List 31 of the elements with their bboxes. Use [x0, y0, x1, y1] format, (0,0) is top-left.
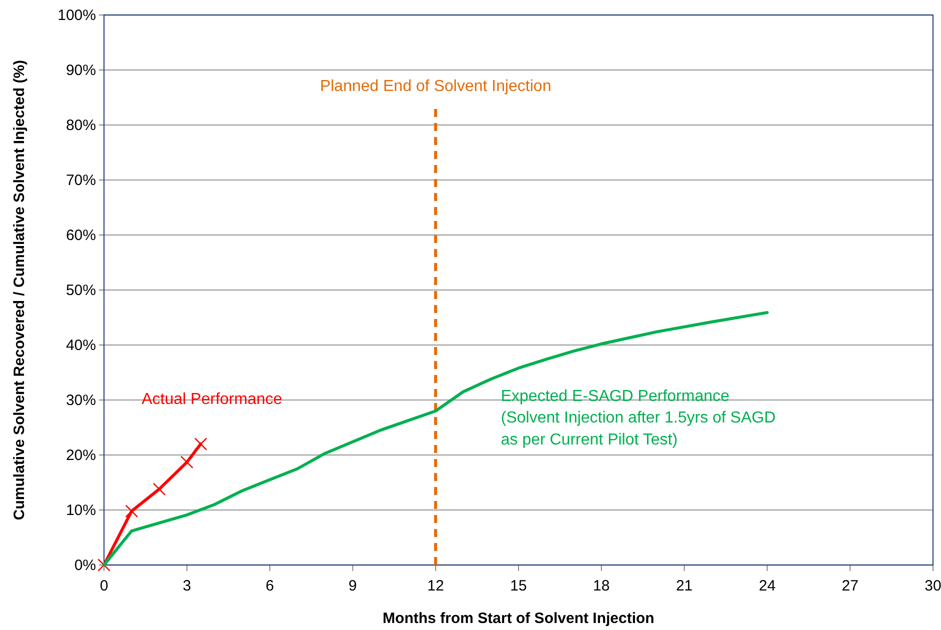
x-tick-label: 27: [842, 578, 858, 594]
y-tick-label: 100%: [58, 6, 96, 24]
point: [125, 504, 138, 518]
y-tick-label: 10%: [66, 502, 96, 519]
y-tick-label: 40%: [66, 336, 96, 354]
y-tick-label: 30%: [66, 392, 96, 409]
x-tick-label: 15: [510, 578, 527, 594]
x-axis-title: Months from Start of Solvent Injection: [382, 610, 654, 627]
ref-line-label: Planned End of Solvent Injection: [320, 78, 552, 95]
y-tick-label: 80%: [66, 116, 96, 134]
y-tick-label: 0%: [74, 556, 96, 574]
y-tick-label: 70%: [66, 172, 96, 189]
x-tick-label: 0: [100, 578, 108, 594]
y-tick-label: 50%: [66, 282, 96, 299]
text: Actual Performance: [142, 391, 282, 408]
x-tick-label: 18: [593, 578, 610, 594]
y-tick-label: 20%: [66, 446, 96, 464]
x-tick-label: 30: [924, 578, 941, 594]
x-tick-label: 21: [676, 578, 693, 594]
point: [152, 482, 166, 496]
x-tick-label: 12: [427, 578, 444, 594]
x-tick-label: 24: [758, 578, 776, 594]
y-tick-label: 60%: [66, 226, 96, 244]
x-tick-label: 6: [266, 578, 274, 594]
series-label: Expected E-SAGD Performance (Solvent Injection after 1.5yrs of SAGD as per Current Pilot Test): [500, 388, 776, 448]
point: [180, 456, 194, 469]
x-tick-label: 9: [348, 578, 357, 594]
point: [194, 438, 208, 450]
x-tick-label: 3: [182, 578, 192, 594]
y-tick-label: 90%: [66, 62, 96, 79]
y-axis-title: Cumulative Solvent Recovered / Cumulative Solvent Injected (%): [11, 60, 28, 520]
